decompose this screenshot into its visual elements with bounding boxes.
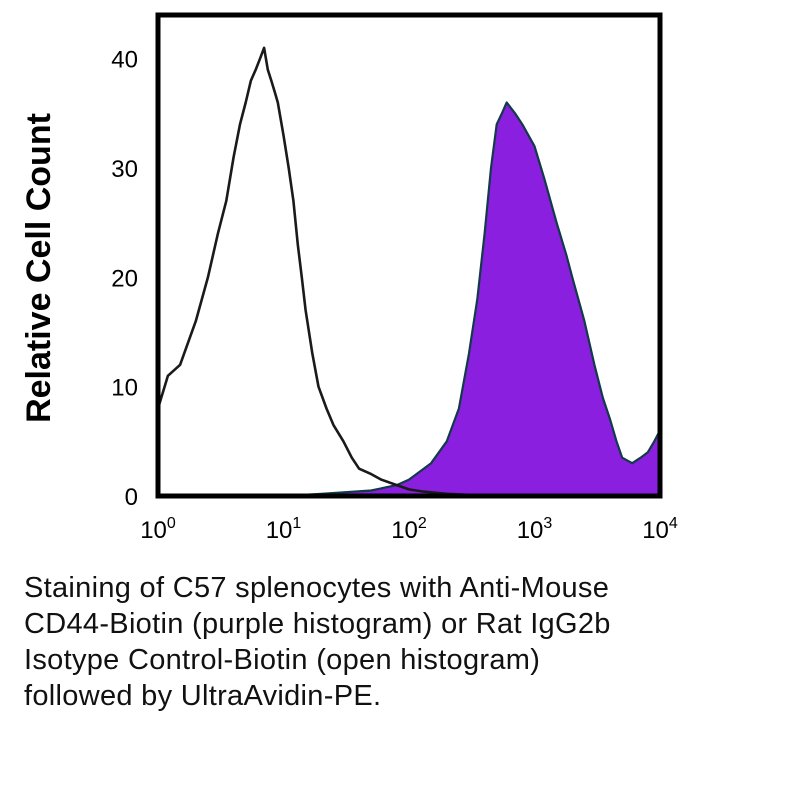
x-tick-label: 103 (517, 515, 553, 544)
caption-line-3: Isotype Control-Biotin (open histogram) (24, 644, 541, 676)
open-histogram-line (158, 46, 660, 496)
x-tick-label: 102 (391, 515, 427, 544)
y-axis-label: Relative Cell Count (20, 113, 58, 423)
y-tick-label: 40 (111, 47, 138, 74)
figure-caption: Staining of C57 splenocytes with Anti-Mo… (24, 570, 784, 714)
caption-line-4: followed by UltraAvidin-PE. (24, 680, 382, 712)
x-tick-labels: 100 101 102 103 104 (140, 515, 678, 544)
x-tick-label: 101 (266, 515, 302, 544)
caption-line-2: CD44-Biotin (purple histogram) or Rat Ig… (24, 608, 611, 640)
filled-histogram-area (158, 102, 660, 496)
y-tick-label: 20 (111, 265, 138, 292)
y-tick-label: 10 (111, 375, 138, 402)
x-tick-label: 104 (642, 515, 678, 544)
filled-histogram-outline (158, 101, 660, 496)
plot-frame (155, 12, 663, 499)
caption-line-1: Staining of C57 splenocytes with Anti-Mo… (24, 572, 610, 604)
y-tick-labels: 0 10 20 30 40 (111, 47, 138, 511)
x-tick-label: 100 (140, 515, 176, 544)
y-tick-label: 0 (125, 484, 138, 511)
y-tick-label: 30 (111, 156, 138, 183)
plot-area (158, 46, 660, 496)
